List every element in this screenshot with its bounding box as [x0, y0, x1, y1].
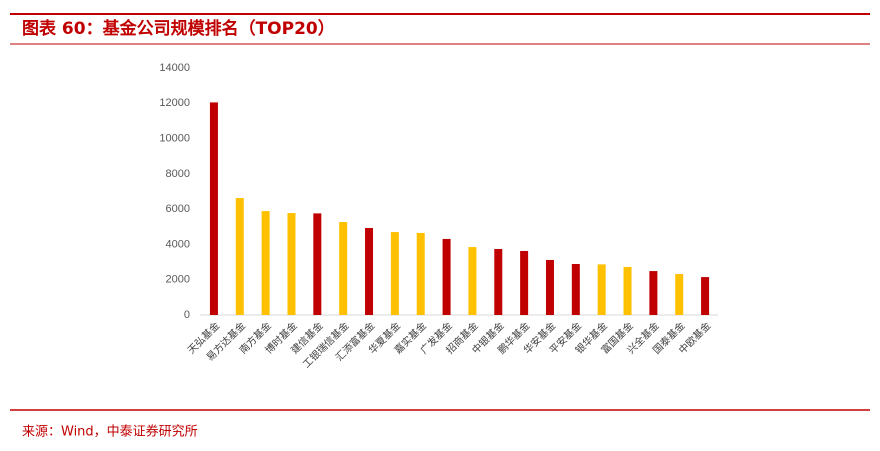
- bar: [597, 264, 606, 315]
- y-tick-label: 2000: [166, 274, 190, 286]
- bar: [649, 271, 658, 315]
- bar: [416, 232, 425, 315]
- y-tick-label: 4000: [166, 238, 190, 250]
- bar: [261, 211, 270, 315]
- bar: [390, 232, 399, 315]
- bar: [287, 213, 296, 315]
- y-tick-label: 6000: [166, 203, 190, 215]
- y-tick-label: 12000: [159, 97, 190, 109]
- bar: [235, 198, 244, 315]
- bar: [209, 102, 218, 316]
- bar: [442, 238, 451, 315]
- bar: [494, 249, 503, 315]
- source: 来源：Wind，中泰证券研究所: [22, 424, 198, 440]
- y-tick-label: 10000: [159, 132, 190, 144]
- bar: [468, 247, 477, 315]
- bar: [675, 274, 684, 315]
- bar: [520, 250, 529, 315]
- bar: [339, 222, 348, 315]
- bar: [623, 267, 632, 315]
- bar: [701, 277, 710, 315]
- y-tick-label: 14000: [159, 62, 190, 74]
- y-tick-label: 0: [184, 309, 190, 321]
- chart-title: 图表 60：基金公司规模排名（TOP20）: [22, 18, 335, 39]
- bar: [365, 228, 374, 315]
- bar: [571, 264, 580, 315]
- bar: [313, 213, 322, 315]
- y-tick-label: 8000: [166, 168, 190, 180]
- bar: [545, 259, 554, 315]
